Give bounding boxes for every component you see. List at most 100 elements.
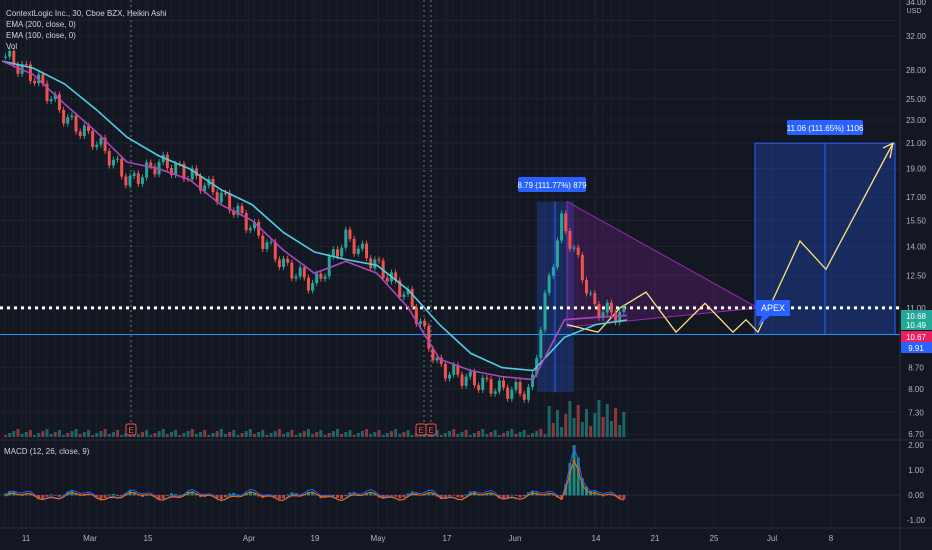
macd-tick-label: -1.00 bbox=[907, 516, 926, 525]
volume-bar bbox=[298, 433, 302, 437]
candle-body bbox=[45, 83, 49, 102]
time-axis: 11 Mar 15 Apr 19 May 17 Jun 14 21 25 Jul 8 bbox=[22, 534, 834, 543]
candle-body bbox=[597, 304, 601, 318]
candle-body bbox=[385, 277, 389, 282]
candle-body bbox=[12, 50, 16, 65]
candle-body bbox=[423, 321, 427, 326]
volume-bar bbox=[526, 435, 530, 437]
time-tick-label: 8 bbox=[829, 534, 834, 543]
candle-body bbox=[66, 117, 70, 124]
volume-bar bbox=[352, 435, 356, 437]
volume-bar bbox=[311, 434, 315, 437]
price-tick-label: 19.00 bbox=[906, 165, 927, 174]
candle-body bbox=[398, 280, 402, 298]
candle-body bbox=[585, 280, 588, 294]
apex-callout-bg bbox=[756, 300, 790, 326]
currency-label: USD bbox=[907, 8, 922, 15]
volume-bar bbox=[323, 435, 327, 437]
macd-histogram-bar bbox=[136, 495, 140, 496]
time-tick-label: Apr bbox=[243, 534, 256, 543]
macd-histogram-bar bbox=[576, 457, 580, 496]
volume-bar bbox=[53, 432, 57, 437]
macd-histogram-bar bbox=[215, 495, 219, 499]
macd-histogram-bar bbox=[543, 495, 547, 496]
candle-body bbox=[311, 283, 315, 291]
candle-body bbox=[174, 163, 178, 176]
candle-body bbox=[468, 371, 472, 377]
volume-bar bbox=[269, 433, 273, 437]
volume-bar bbox=[28, 430, 32, 437]
macd-histogram-bar bbox=[145, 495, 149, 496]
measure-label-1-bg bbox=[518, 177, 586, 192]
volume-bar bbox=[265, 435, 269, 437]
macd-legend[interactable]: MACD (12, 26, close, 9) bbox=[4, 447, 90, 456]
macd-histogram-bar bbox=[53, 495, 57, 496]
ema200-legend[interactable]: EMA (200, close, 0) bbox=[6, 20, 76, 29]
macd-histogram-bar bbox=[506, 495, 510, 498]
volume-bar bbox=[253, 434, 256, 437]
ema100-legend[interactable]: EMA (100, close, 0) bbox=[6, 31, 76, 40]
macd-histogram-bar bbox=[99, 495, 103, 500]
volume-bar bbox=[344, 432, 348, 437]
candle-body bbox=[140, 177, 144, 184]
candle-body bbox=[373, 259, 377, 269]
volume-bar bbox=[452, 429, 456, 437]
candle-body bbox=[215, 192, 219, 203]
macd-histogram-bar bbox=[157, 495, 161, 500]
volume-bar bbox=[439, 435, 443, 437]
volume-bar bbox=[614, 408, 618, 437]
candle-body bbox=[153, 166, 157, 175]
volume-bar bbox=[140, 432, 144, 437]
macd-histogram-bar bbox=[369, 491, 373, 496]
candle-body bbox=[82, 125, 86, 136]
macd-histogram-bar bbox=[597, 494, 601, 496]
candle-body bbox=[331, 249, 335, 257]
macd-histogram-bar bbox=[286, 494, 290, 496]
volume-bar bbox=[199, 432, 203, 437]
macd-histogram-bar bbox=[228, 493, 232, 496]
volume-bar bbox=[481, 429, 485, 437]
price-tick-label: 12.50 bbox=[906, 271, 927, 280]
ema200-line bbox=[1, 60, 628, 372]
symbol-legend[interactable]: ContextLogic Inc., 30, Cboe BZX, Heikin … bbox=[6, 9, 167, 18]
macd-histogram-bar bbox=[253, 492, 256, 496]
volume-bar bbox=[373, 432, 377, 437]
volume-bar bbox=[211, 433, 215, 437]
candle-body bbox=[622, 307, 626, 312]
macd-histogram-bar bbox=[336, 495, 339, 498]
time-tick-label: 17 bbox=[443, 534, 452, 543]
volume-bar bbox=[543, 434, 547, 437]
candle-body bbox=[269, 241, 273, 243]
volume-bar bbox=[456, 434, 460, 437]
macd-histogram-bar bbox=[107, 494, 111, 496]
candle-body bbox=[427, 325, 431, 349]
volume-bar bbox=[539, 429, 543, 437]
candle-body bbox=[601, 312, 605, 318]
candle-body bbox=[485, 377, 489, 380]
volume-bar bbox=[186, 431, 190, 437]
apex-label: APEX bbox=[761, 303, 785, 313]
candle-body bbox=[306, 277, 310, 291]
macd-histogram-bar bbox=[423, 494, 427, 496]
volume-bar bbox=[319, 430, 323, 437]
volume-bar bbox=[564, 414, 568, 437]
volume-bar bbox=[377, 430, 381, 437]
candle-body bbox=[344, 229, 348, 248]
volume-bar bbox=[340, 434, 344, 437]
macd-histogram-bar bbox=[132, 492, 136, 496]
candle-body bbox=[518, 382, 522, 394]
volume-bar bbox=[120, 435, 124, 437]
macd-tick-label: 0.00 bbox=[908, 491, 924, 500]
candle-body bbox=[406, 289, 410, 295]
macd-histogram-bar bbox=[622, 495, 626, 500]
macd-histogram-bar bbox=[443, 495, 447, 499]
volume-legend[interactable]: Vol bbox=[6, 42, 18, 51]
triangle-pattern bbox=[566, 200, 760, 328]
candle-body bbox=[576, 247, 580, 256]
macd-histogram-bar bbox=[277, 495, 281, 500]
macd-histogram-bar bbox=[282, 495, 286, 499]
volume-bar bbox=[178, 435, 182, 437]
macd-histogram-bar bbox=[468, 491, 472, 496]
candle-body bbox=[265, 242, 269, 250]
